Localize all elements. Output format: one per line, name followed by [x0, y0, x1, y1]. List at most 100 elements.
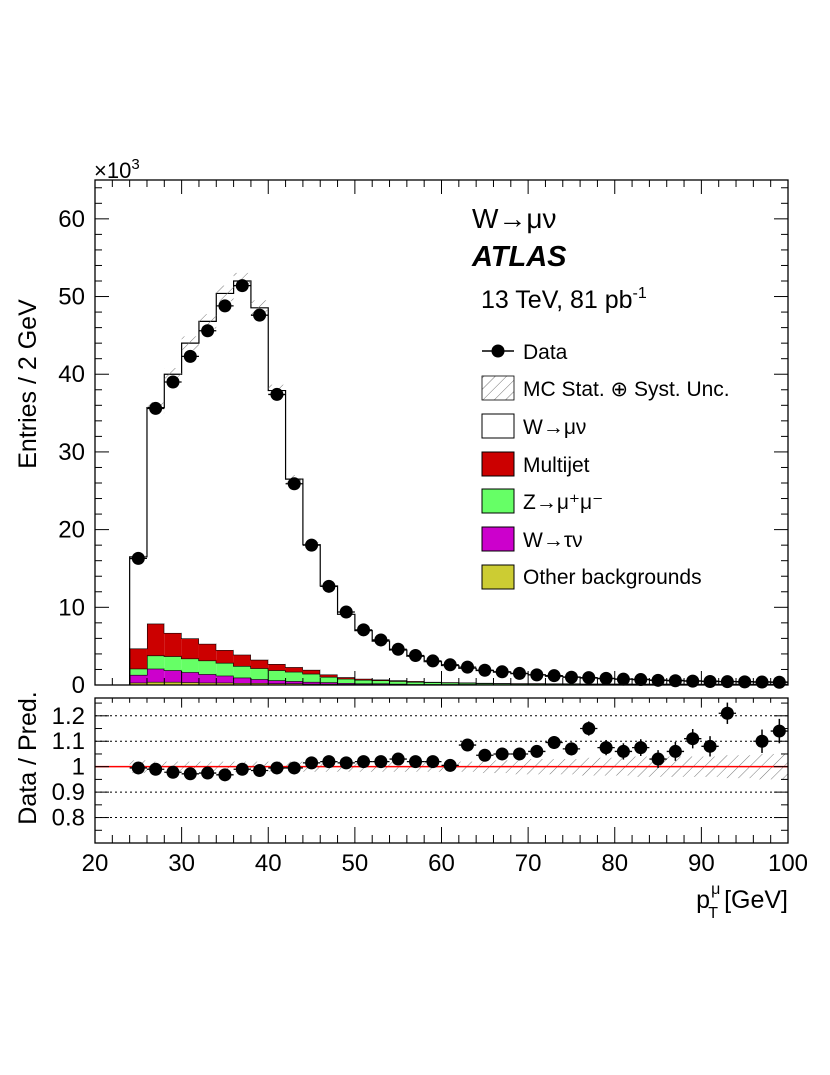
ratio-point [287, 761, 301, 775]
hist-bar-multijet [337, 677, 355, 679]
data-point [703, 675, 717, 689]
main-ytick-labels: 0 10 20 30 40 50 60 [58, 206, 85, 699]
hist-bar-multijet [129, 648, 147, 669]
hist-bar-multijet [181, 638, 199, 659]
data-point [305, 538, 319, 552]
data-point [235, 279, 249, 293]
hist-bar-zmumu [146, 655, 165, 669]
ratio-point [166, 765, 180, 779]
x-tick-label: 40 [255, 850, 282, 877]
x-tick-label: 30 [168, 850, 195, 877]
ratio-point [374, 755, 388, 769]
x-axis-title-unit: [GeV] [724, 886, 788, 914]
legend-swatch-unc [481, 375, 515, 401]
legend: Data MC Stat. ⊕ Syst. Unc. W→μν Multijet… [481, 341, 730, 590]
data-point [582, 671, 596, 685]
ratio-point [703, 739, 717, 753]
y-exponent-sup: 3 [131, 156, 139, 173]
ratio-point [599, 741, 613, 755]
hist-bar-other [198, 682, 217, 685]
hist-bar-other [233, 683, 251, 685]
ratio-point [564, 742, 578, 756]
hist-bar-wmunu [337, 614, 355, 678]
legend-entry-wmunu: W→μν [481, 413, 586, 439]
hist-bar-other [164, 681, 182, 685]
main-ytick-label: 50 [58, 284, 85, 311]
ratio-point [270, 761, 284, 775]
hist-bar-other [285, 683, 303, 685]
main-ytick-label: 30 [58, 439, 85, 466]
ratio-point [616, 744, 630, 758]
x-axis-title: pμ T [GeV] [696, 881, 788, 922]
ratio-point [409, 755, 423, 769]
hist-bar-wmunu [250, 307, 269, 660]
hist-bar-wmunu [389, 650, 407, 681]
legend-swatch-zmumu [481, 488, 515, 514]
hist-bar-multijet [198, 643, 217, 661]
data-point [530, 668, 544, 682]
main-ytick-label: 20 [58, 517, 85, 544]
hist-bar-zmumu [354, 679, 373, 684]
hist-bar-multijet [320, 674, 338, 677]
data-point [512, 666, 526, 680]
legend-entry-multijet: Multijet [481, 451, 590, 477]
ratio-ticks [94, 698, 789, 844]
hist-bar-wmunu [268, 390, 286, 665]
data-point [270, 387, 284, 401]
data-point [443, 658, 457, 672]
ratio-ytick-labels: 0.80.911.11.2 [52, 703, 85, 832]
main-ytick-label: 10 [58, 594, 85, 621]
hist-bar-zmumu [320, 676, 338, 683]
hist-bar-other [181, 682, 199, 685]
ratio-ytick-label: 1 [72, 754, 85, 781]
ratio-point [149, 762, 163, 776]
hist-bar-zmumu [129, 668, 147, 675]
x-tick-label: 90 [688, 850, 715, 877]
data-point [339, 605, 353, 619]
ratio-point [720, 706, 734, 720]
hist-bar-wtaunu [320, 682, 338, 684]
ratio-point [305, 756, 319, 770]
hist-bar-multijet [164, 632, 182, 657]
hist-bar-wmunu [129, 556, 147, 649]
y-exponent-base: ×10 [94, 158, 131, 183]
main-ytick-label: 40 [58, 361, 85, 388]
hist-bar-wtaunu [146, 668, 165, 682]
hist-bar-multijet [285, 667, 303, 672]
x-axis-title-sub: T [708, 905, 718, 922]
ratio-point [547, 736, 561, 750]
ratio-panel: 0.80.911.11.2 20 30 40 50 60 70 80 90 100 Data /… [14, 691, 808, 922]
ratio-point [322, 755, 336, 769]
legend-entry-wtaunu: W→τν [481, 526, 583, 552]
data-point [564, 670, 578, 684]
hist-bar-zmumu [406, 681, 425, 685]
data-point [547, 669, 561, 683]
hist-bar-zmumu [458, 682, 477, 685]
hist-bar-zmumu [198, 660, 217, 675]
x-tick-label: 80 [601, 850, 628, 877]
ratio-point [426, 755, 440, 769]
hist-bar-wmunu [216, 293, 234, 651]
x-tick-label: 70 [515, 850, 542, 877]
legend-label-zmumu: Z→μ⁺μ⁻ [523, 491, 603, 514]
hist-bar-wmunu [198, 321, 217, 644]
data-point [374, 633, 388, 647]
hist-bar-zmumu [389, 681, 407, 684]
ratio-point [183, 767, 197, 781]
data-point [218, 299, 232, 313]
main-ytick-label: 0 [72, 672, 85, 699]
legend-swatch-wtaunu [481, 526, 515, 552]
hist-bar-wmunu [320, 585, 338, 675]
hist-bar-other [146, 681, 165, 685]
ratio-ytick-label: 1.2 [52, 703, 85, 730]
lumi-sup: -1 [633, 285, 647, 302]
legend-swatch-other [481, 564, 515, 590]
legend-entry-unc: MC Stat. ⊕ Syst. Unc. [481, 375, 730, 401]
x-axis-title-p: p [696, 886, 710, 914]
ratio-point [253, 764, 267, 777]
legend-label-unc: MC Stat. ⊕ Syst. Unc. [523, 378, 730, 401]
hist-bar-zmumu [164, 656, 182, 671]
data-point [599, 671, 613, 685]
